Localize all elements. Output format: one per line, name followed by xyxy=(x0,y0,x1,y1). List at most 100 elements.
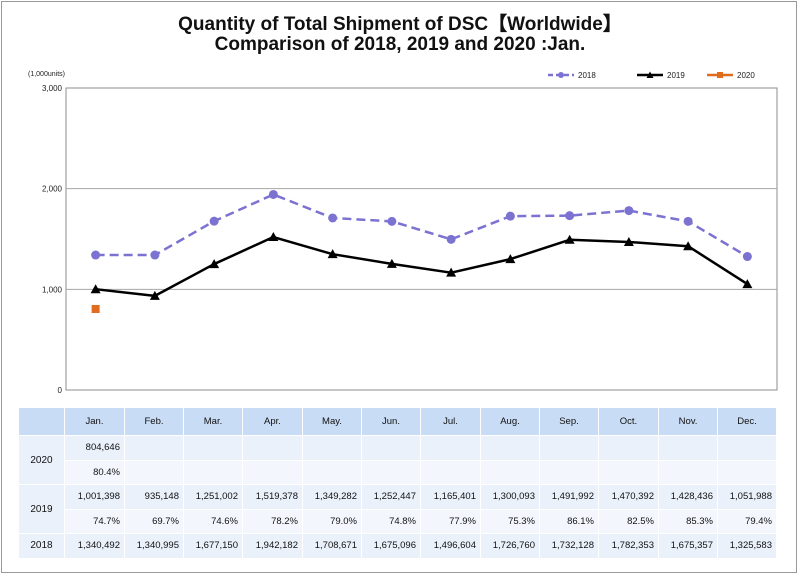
table-percent-cell: 85.3% xyxy=(658,508,718,534)
table-percent-cell xyxy=(361,459,421,485)
table-value-cell: 1,677,150 xyxy=(183,533,243,559)
table-value-cell xyxy=(124,435,184,461)
table-percent-row: 80.4% xyxy=(19,459,777,485)
table-value-cell: 1,470,392 xyxy=(598,484,659,510)
table-year-cell: 2018 xyxy=(18,533,65,559)
data-point-2018 xyxy=(150,250,160,260)
y-tick-label: 2,000 xyxy=(42,185,63,194)
table-percent-cell: 74.7% xyxy=(64,508,125,534)
table-percent-cell xyxy=(539,459,599,485)
table-value-cell: 1,942,182 xyxy=(242,533,303,559)
data-point-2018 xyxy=(624,206,634,216)
table-value-cell xyxy=(539,435,599,461)
table-corner-cell xyxy=(18,407,65,436)
table-month-header: Mar. xyxy=(183,407,243,436)
data-point-2018 xyxy=(565,211,575,221)
table-year-cell: 2019 xyxy=(18,484,65,534)
table-month-header: Jul. xyxy=(420,407,481,436)
table-percent-cell xyxy=(124,459,184,485)
data-point-2018 xyxy=(683,216,693,226)
table-value-cell: 1,428,436 xyxy=(658,484,718,510)
table-value-cell: 1,519,378 xyxy=(242,484,303,510)
table-value-cell xyxy=(717,435,777,461)
table-percent-cell: 79.4% xyxy=(717,508,777,534)
table-value-cell: 804,646 xyxy=(64,435,125,461)
table-percent-cell xyxy=(420,459,481,485)
data-point-2019 xyxy=(683,241,694,251)
data-point-2018 xyxy=(91,250,101,260)
table-value-cell xyxy=(361,435,421,461)
chart-title: Quantity of Total Shipment of DSC【Worldw… xyxy=(178,14,622,35)
table-value-cell: 1,496,604 xyxy=(420,533,481,559)
table-row: 2020 804,646 xyxy=(18,435,777,485)
data-point-2019 xyxy=(209,259,220,269)
data-point-2019 xyxy=(268,232,279,242)
table-value-cell: 1,165,401 xyxy=(420,484,481,510)
data-point-2019 xyxy=(564,234,575,244)
data-point-2019 xyxy=(149,290,160,300)
data-point-2019 xyxy=(623,236,634,246)
table-value-cell xyxy=(183,435,243,461)
table-month-header: Feb. xyxy=(124,407,184,436)
table-percent-cell xyxy=(302,459,362,485)
table-percent-cell: 82.5% xyxy=(598,508,659,534)
table-percent-cell xyxy=(598,459,659,485)
table-value-cell xyxy=(420,435,481,461)
data-point-2019 xyxy=(742,279,753,289)
line-chart: 0 1,000 2,000 3,000 (1,000units) 2018 2019 2020 xyxy=(28,71,778,395)
data-point-2018 xyxy=(742,252,752,262)
table-month-header: Aug. xyxy=(480,407,540,436)
table-value-cell: 1,051,988 xyxy=(717,484,777,510)
table-value-cell xyxy=(480,435,540,461)
table-percent-cell xyxy=(717,459,777,485)
table-value-cell: 1,340,995 xyxy=(124,533,184,559)
table-year-cell: 2020 xyxy=(18,435,65,485)
data-point-2019 xyxy=(386,258,397,268)
table-row: 2018 1,340,492 1,340,995 1,677,150 1,942,182… xyxy=(18,533,777,559)
table-percent-cell xyxy=(480,459,540,485)
table-percent-cell xyxy=(658,459,718,485)
y-tick-label: 1,000 xyxy=(42,285,63,294)
data-point-2018 xyxy=(505,211,515,221)
table-percent-row: 74.7% 69.7% 74.6% 78.2% 79.0% 74.8% 77.9% 75.3%… xyxy=(19,508,777,534)
table-month-header: Nov. xyxy=(658,407,718,436)
table-percent-cell: 78.2% xyxy=(242,508,303,534)
table-value-cell xyxy=(302,435,362,461)
legend-label-2020: 2020 xyxy=(737,71,755,80)
table-value-cell: 1,325,583 xyxy=(717,533,777,559)
series-line-2019 xyxy=(95,235,749,298)
table-value-cell: 1,001,398 xyxy=(64,484,125,510)
table-value-cell: 1,675,357 xyxy=(658,533,718,559)
table-month-header: Dec. xyxy=(717,407,777,436)
table-value-cell: 1,300,093 xyxy=(480,484,540,510)
table-value-cell: 935,148 xyxy=(124,484,184,510)
table-value-cell: 1,491,992 xyxy=(539,484,599,510)
table-value-cell: 1,251,002 xyxy=(183,484,243,510)
table-value-cell: 1,340,492 xyxy=(64,533,125,559)
data-point-2019 xyxy=(446,267,457,277)
table-header-row: Jan. Feb. Mar. Apr. May. Jun. Jul. Aug. Sep. Oct.… xyxy=(18,407,777,436)
table-value-cell: 1,708,671 xyxy=(302,533,362,559)
table-month-header: Oct. xyxy=(598,407,659,436)
legend-label-2019: 2019 xyxy=(667,71,685,80)
table-value-cell: 1,349,282 xyxy=(302,484,362,510)
data-point-2020 xyxy=(91,304,100,313)
table-value-cell xyxy=(242,435,303,461)
table-percent-cell xyxy=(242,459,303,485)
plot-area xyxy=(65,87,778,391)
table-percent-cell xyxy=(183,459,243,485)
data-point-2018 xyxy=(328,213,338,223)
series-line-2018 xyxy=(95,193,749,258)
y-tick-label: 3,000 xyxy=(42,84,63,93)
table-row: 2019 1,001,398 935,148 1,251,002 1,519,378 1,… xyxy=(18,484,777,534)
table-month-header: Jun. xyxy=(361,407,421,436)
data-point-2018 xyxy=(268,189,278,199)
table-month-header: Jan. xyxy=(64,407,125,436)
data-point-2018 xyxy=(209,216,219,226)
table-value-cell: 1,726,760 xyxy=(480,533,540,559)
y-tick-label: 0 xyxy=(58,386,63,395)
table-value-cell xyxy=(598,435,659,461)
table-value-cell: 1,782,353 xyxy=(598,533,659,559)
table-value-cell: 1,675,096 xyxy=(361,533,421,559)
